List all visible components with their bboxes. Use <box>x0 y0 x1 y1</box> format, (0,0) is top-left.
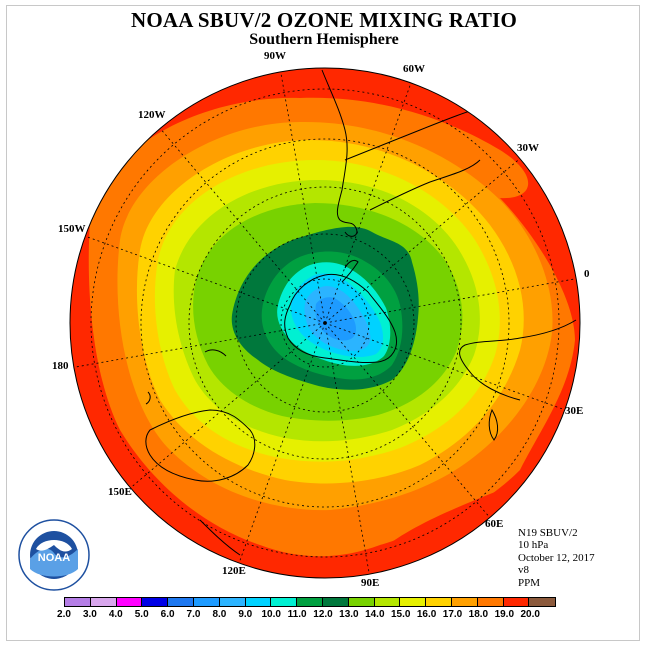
info-units: PPM <box>518 576 541 589</box>
colorbar-swatch <box>322 598 349 606</box>
map-title: NOAA SBUV/2 OZONE MIXING RATIO <box>131 8 517 32</box>
colorbar-tick-label: 13.0 <box>339 609 359 620</box>
colorbar-tick-label: 18.0 <box>468 609 489 620</box>
colorbar-tick-label: 8.0 <box>212 609 227 620</box>
colorbar-swatch <box>503 598 530 606</box>
lon-label-180: 180 <box>52 360 69 372</box>
lon-label-90w: 90W <box>264 50 286 62</box>
colorbar-tick-label: 16.0 <box>416 609 437 620</box>
lon-label-0: 0 <box>584 268 590 280</box>
colorbar <box>64 597 557 607</box>
ozone-field <box>70 68 580 578</box>
colorbar-swatch <box>348 598 375 606</box>
lon-label-150w: 150W <box>58 223 86 235</box>
colorbar-tick-label: 19.0 <box>494 609 515 620</box>
colorbar-tick-label: 11.0 <box>287 609 307 620</box>
colorbar-tick-label: 7.0 <box>186 609 201 620</box>
colorbar-tick-label: 6.0 <box>160 609 175 620</box>
colorbar-swatch <box>451 598 478 606</box>
lon-label-60w: 60W <box>403 63 425 75</box>
info-block: N19 SBUV/2 10 hPa October 12, 2017 v8 PP… <box>518 527 595 589</box>
info-instrument: N19 SBUV/2 <box>518 527 578 539</box>
colorbar-tick-label: 5.0 <box>134 609 149 620</box>
colorbar-swatch <box>90 598 117 606</box>
colorbar-swatch <box>142 598 169 606</box>
info-date: October 12, 2017 <box>518 551 595 564</box>
lon-label-120w: 120W <box>138 109 166 121</box>
map-boundary <box>69 67 581 579</box>
lon-label-30e: 30E <box>565 405 584 417</box>
colorbar-swatch <box>168 598 194 606</box>
lon-label-60e: 60E <box>485 518 504 530</box>
info-version: v8 <box>518 564 529 577</box>
colorbar-tick-label: 14.0 <box>365 609 385 620</box>
colorbar-swatch <box>65 598 91 606</box>
colorbar-tick-label: 17.0 <box>442 609 463 620</box>
colorbar-swatch <box>374 598 401 606</box>
pole-marker <box>323 321 327 325</box>
colorbar-swatch <box>219 598 246 606</box>
colorbar-tick-label: 9.0 <box>238 609 253 620</box>
colorbar-swatch <box>271 598 298 606</box>
colorbar-tick-label: 2.0 <box>57 609 71 620</box>
graticule <box>70 68 580 578</box>
lon-label-90e: 90E <box>361 577 380 589</box>
lon-label-30w: 30W <box>517 142 539 154</box>
contour-7 <box>315 297 356 341</box>
colorbar-swatch <box>116 598 143 606</box>
colorbar-swatch <box>245 598 272 606</box>
noaa-logo: NOAA <box>18 519 90 591</box>
lon-label-120e: 120E <box>222 565 246 577</box>
info-level: 10 hPa <box>518 539 549 552</box>
colorbar-swatch <box>400 598 427 606</box>
colorbar-tick-label: 15.0 <box>390 609 411 620</box>
colorbar-tick-label: 12.0 <box>313 609 333 620</box>
colorbar-swatch <box>477 598 504 606</box>
lon-label-150e: 150E <box>108 486 132 498</box>
colorbar-tick-label: 20.0 <box>520 609 540 620</box>
figure-frame <box>6 5 640 641</box>
colorbar-tick-label: 10.0 <box>261 609 281 620</box>
colorbar-tick-label: 4.0 <box>108 609 123 620</box>
colorbar-tick-label: 3.0 <box>82 609 97 620</box>
coastlines <box>145 69 577 556</box>
colorbar-swatch <box>426 598 452 606</box>
map-subtitle: Southern Hemisphere <box>249 31 399 48</box>
noaa-logo-text: NOAA <box>38 552 70 564</box>
noaa-logo-graphic: NOAA <box>18 519 90 591</box>
colorbar-swatch <box>193 598 220 606</box>
colorbar-swatch <box>529 598 556 606</box>
colorbar-swatch <box>297 598 323 606</box>
